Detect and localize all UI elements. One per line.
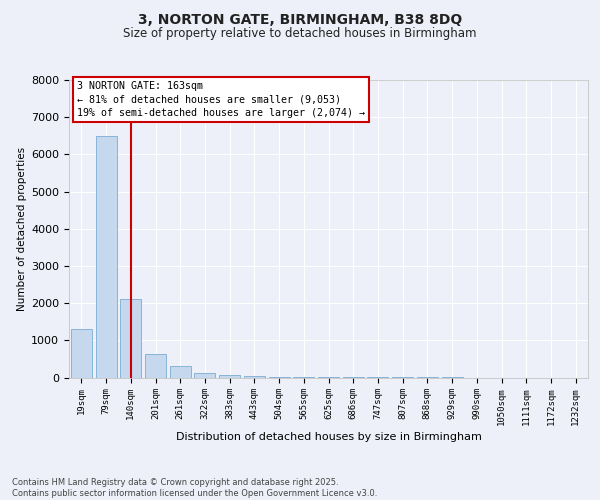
Bar xyxy=(71,329,92,378)
Bar xyxy=(194,373,215,378)
Text: Size of property relative to detached houses in Birmingham: Size of property relative to detached ho… xyxy=(123,28,477,40)
Bar xyxy=(120,300,141,378)
Text: Contains HM Land Registry data © Crown copyright and database right 2025.
Contai: Contains HM Land Registry data © Crown c… xyxy=(12,478,377,498)
Bar xyxy=(219,376,240,378)
Text: 3, NORTON GATE, BIRMINGHAM, B38 8DQ: 3, NORTON GATE, BIRMINGHAM, B38 8DQ xyxy=(138,12,462,26)
Bar xyxy=(95,136,116,378)
Bar xyxy=(145,354,166,378)
Bar xyxy=(244,376,265,378)
X-axis label: Distribution of detached houses by size in Birmingham: Distribution of detached houses by size … xyxy=(176,432,481,442)
Y-axis label: Number of detached properties: Number of detached properties xyxy=(17,146,27,311)
Text: 3 NORTON GATE: 163sqm
← 81% of detached houses are smaller (9,053)
19% of semi-d: 3 NORTON GATE: 163sqm ← 81% of detached … xyxy=(77,82,365,118)
Bar xyxy=(170,366,191,378)
